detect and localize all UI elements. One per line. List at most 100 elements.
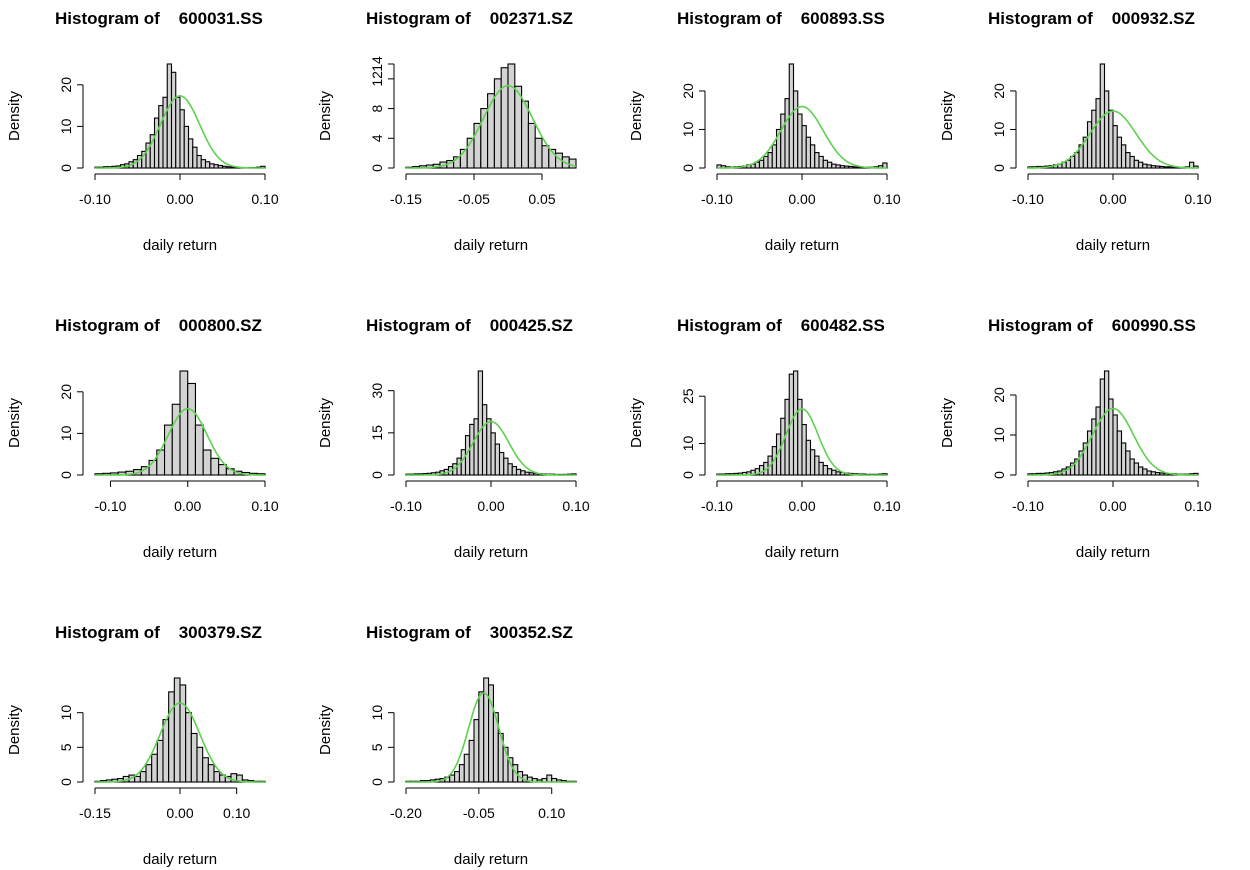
histogram-bar — [481, 404, 488, 476]
histogram-bar — [158, 105, 164, 169]
histogram-bar — [758, 159, 765, 169]
histogram-bar — [207, 764, 215, 783]
histogram-bar — [763, 155, 769, 169]
histogram-bar — [1091, 418, 1097, 476]
histogram-bar — [826, 161, 833, 169]
histogram-bar — [1146, 470, 1152, 476]
y-tick-label: 20 — [991, 83, 1007, 99]
x-axis-label: daily return — [1076, 544, 1150, 561]
y-tick-label: 0 — [369, 164, 385, 172]
x-tick-label: 0.10 — [223, 805, 250, 821]
histogram-bar — [1159, 165, 1165, 169]
x-tick-label: 0.10 — [251, 191, 278, 207]
histogram-bar — [486, 418, 492, 476]
histogram-bar — [218, 464, 227, 476]
x-axis-label: daily return — [143, 544, 217, 561]
normal-density-curve — [717, 407, 887, 476]
histogram-bar — [175, 96, 181, 169]
y-tick-label: 12 — [369, 71, 385, 87]
chart-title: Histogram of 600990.SS — [988, 316, 1196, 335]
histogram-bar — [166, 63, 173, 169]
histogram-bar — [1137, 161, 1144, 169]
normal-density-curve — [717, 105, 887, 169]
histogram-bar — [1108, 109, 1114, 169]
histogram-bar — [814, 152, 820, 169]
histogram-bar — [801, 424, 807, 476]
x-axis-label: daily return — [454, 851, 528, 868]
y-tick-label: 20 — [680, 83, 696, 99]
histogram-bar — [204, 161, 211, 169]
histogram-bar — [814, 455, 820, 476]
y-axis-label: Density — [317, 397, 334, 448]
y-tick-label: 5 — [58, 743, 74, 751]
histogram-panel: Histogram of 600893.SS 0 10 20 Density -0.10 0… — [628, 9, 901, 254]
chart-title: Histogram of 300352.SZ — [366, 623, 573, 642]
x-tick-label: 0.10 — [873, 191, 900, 207]
histogram-panel: Histogram of 000800.SZ 0 10 20 Density -0.10 0… — [6, 316, 279, 561]
histogram-bar — [1129, 458, 1135, 476]
histogram-bar — [210, 457, 220, 476]
histogram-bar — [1150, 165, 1157, 169]
histogram-panel: Histogram of 600031.SS 0 10 20 Density -0.10 0… — [6, 9, 279, 254]
x-tick-label: -0.10 — [79, 191, 111, 207]
x-tick-label: -0.10 — [94, 498, 126, 514]
histogram-bar — [202, 449, 212, 476]
histogram-bar — [835, 164, 841, 169]
x-axis-label: daily return — [765, 237, 839, 254]
histogram-bar — [521, 100, 529, 169]
histogram-bar — [500, 67, 509, 169]
histogram-bar — [758, 464, 765, 476]
x-tick-label: 0.10 — [1184, 191, 1211, 207]
y-tick-label: 4 — [369, 134, 385, 142]
histogram-bar — [1074, 152, 1080, 169]
histogram-bar — [503, 457, 509, 476]
y-axis-label: Density — [628, 397, 645, 448]
histogram-bar — [151, 753, 158, 783]
histogram-bar — [1125, 450, 1131, 476]
x-tick-label: 0.10 — [538, 805, 565, 821]
histogram-bar — [822, 159, 829, 169]
histogram-bar — [792, 90, 799, 169]
y-tick-label: 0 — [369, 778, 385, 786]
y-tick-label: 0 — [991, 471, 1007, 479]
histogram-bar — [194, 424, 204, 476]
histogram-bar — [511, 466, 518, 476]
x-tick-label: 0.00 — [1099, 191, 1126, 207]
histogram-bar — [1133, 159, 1140, 169]
histogram-bar — [1129, 155, 1135, 169]
histogram-bar — [831, 469, 837, 476]
y-axis-label: Density — [6, 90, 23, 141]
histogram-bar — [200, 159, 207, 169]
histogram-bar — [1103, 370, 1110, 476]
histogram-bar — [209, 163, 215, 169]
y-axis-label: Density — [939, 397, 956, 448]
histogram-bar — [1099, 378, 1106, 476]
x-tick-label: 0.00 — [174, 498, 201, 514]
y-tick-label: 10 — [58, 705, 74, 721]
y-tick-label: 10 — [58, 118, 74, 134]
y-tick-label: 10 — [991, 427, 1007, 443]
y-tick-label: 0 — [58, 778, 74, 786]
histogram-bar — [454, 771, 460, 783]
histogram-panel: Histogram of 300352.SZ 0 5 10 Density -0.20 -0… — [317, 623, 577, 868]
y-tick-label: 0 — [680, 471, 696, 479]
histogram-bar — [221, 165, 228, 169]
x-axis-label: daily return — [143, 851, 217, 868]
histogram-bar — [809, 449, 816, 476]
histogram-bar — [527, 122, 536, 169]
histogram-bar — [1142, 163, 1148, 169]
y-tick-label: 10 — [58, 425, 74, 441]
histogram-bar — [818, 461, 824, 476]
normal-density-curve — [1028, 407, 1198, 476]
histogram-bar — [463, 753, 470, 783]
histogram-bar — [797, 113, 803, 169]
y-axis-label: Density — [628, 90, 645, 141]
histogram-bar — [852, 166, 858, 169]
histogram-bar — [792, 370, 799, 476]
histogram-bar — [468, 739, 475, 783]
y-tick-label: 10 — [680, 121, 696, 137]
histogram-bar — [809, 144, 816, 169]
histogram-bar — [469, 423, 475, 476]
histogram-bar — [528, 472, 535, 476]
